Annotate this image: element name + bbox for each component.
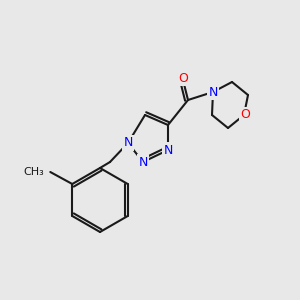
Text: N: N xyxy=(208,85,218,98)
Text: CH₃: CH₃ xyxy=(23,167,44,177)
Text: N: N xyxy=(163,143,173,157)
Text: N: N xyxy=(123,136,133,149)
Text: N: N xyxy=(138,155,148,169)
Text: O: O xyxy=(240,109,250,122)
Text: O: O xyxy=(178,71,188,85)
